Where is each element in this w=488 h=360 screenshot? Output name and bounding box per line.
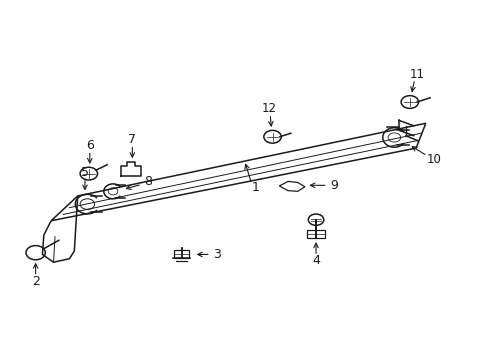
Text: 9: 9 <box>330 179 338 192</box>
Text: 5: 5 <box>81 166 89 179</box>
Text: 10: 10 <box>426 153 441 166</box>
Text: 8: 8 <box>144 175 152 188</box>
Text: 11: 11 <box>409 68 424 81</box>
Text: 2: 2 <box>32 275 40 288</box>
Text: 7: 7 <box>128 134 136 147</box>
Text: 3: 3 <box>213 248 221 261</box>
Text: 6: 6 <box>86 139 94 153</box>
Text: 1: 1 <box>251 181 259 194</box>
Text: 12: 12 <box>261 102 276 115</box>
Text: 4: 4 <box>311 254 319 267</box>
